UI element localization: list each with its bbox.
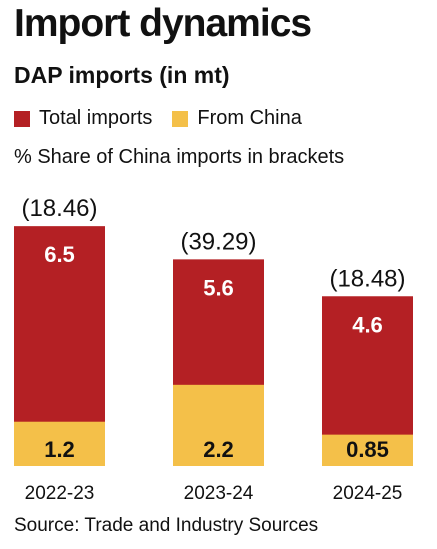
label-china-2023-24: 2.2 [203,437,234,462]
label-share-2023-24: (39.29) [180,228,256,255]
label-share-2024-25: (18.48) [329,265,405,292]
category-label-2023-24: 2023-24 [184,483,254,504]
label-total-2024-25: 4.6 [352,312,383,337]
label-total-2023-24: 5.6 [203,275,234,300]
label-china-2022-23: 1.2 [44,437,75,462]
label-total-2022-23: 6.5 [44,242,75,267]
chart-subtitle: DAP imports (in mt) [14,62,230,88]
bar-china-2023-24 [173,384,264,466]
label-share-2022-23: (18.46) [21,195,97,222]
legend-swatch-total [14,110,30,127]
legend-label-china: From China [197,107,302,129]
chart-title: Import dynamics [14,2,312,45]
legend-label-total: Total imports [39,107,153,129]
bar-china-2024-25 [322,434,413,466]
bar-china-2022-23 [14,421,105,466]
chart-note: % Share of China imports in brackets [14,146,345,168]
legend-swatch-china [172,110,189,127]
chart-source: Source: Trade and Industry Sources [14,515,319,536]
legend: Total imports From China [14,107,322,130]
category-label-2024-25: 2024-25 [333,483,403,504]
label-china-2024-25: 0.85 [346,437,389,462]
category-label-2022-23: 2022-23 [25,483,95,504]
